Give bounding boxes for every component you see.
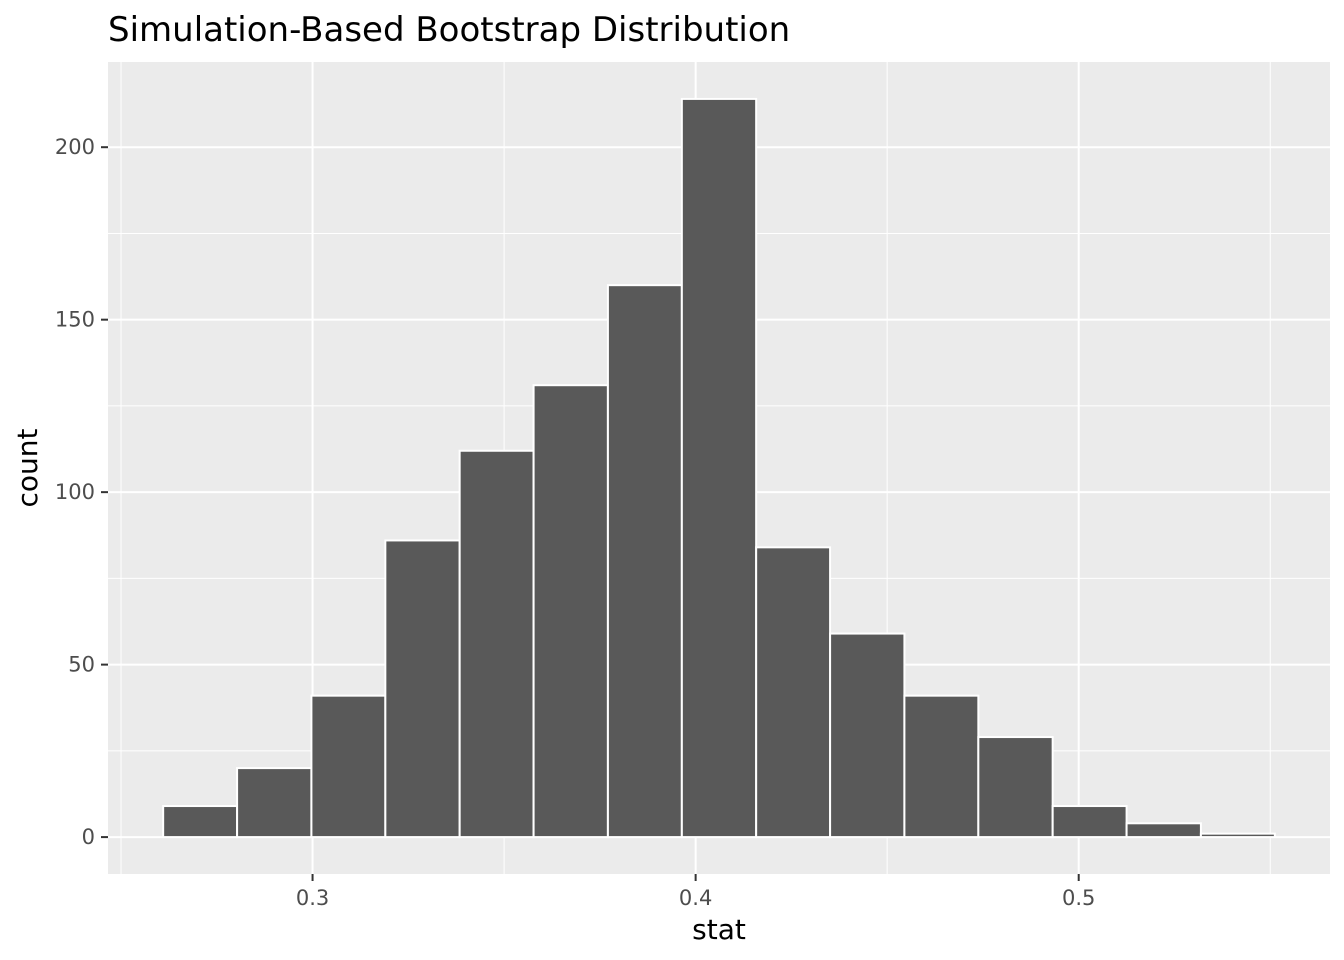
histogram-bar	[532, 384, 609, 839]
x-axis: 0.3 0.4 0.5	[296, 874, 1095, 910]
chart-title: Simulation-Based Bootstrap Distribution	[108, 10, 790, 50]
histogram-bar	[829, 632, 906, 839]
x-axis-title: stat	[692, 913, 746, 946]
histogram-bar	[310, 694, 387, 839]
y-tick-label: 150	[55, 308, 95, 332]
histogram-bar	[1125, 822, 1202, 839]
x-tick-label: 0.5	[1062, 886, 1095, 910]
histogram-bar	[903, 694, 980, 839]
y-tick-label: 0	[82, 825, 95, 849]
histogram-bar	[1051, 805, 1128, 839]
histogram-bar	[236, 767, 313, 839]
histogram-bar	[755, 546, 832, 839]
histogram-bar	[162, 805, 239, 839]
y-tick-label: 100	[55, 480, 95, 504]
y-axis: 0 50 100 150 200	[55, 135, 108, 849]
histogram-bar	[1199, 832, 1276, 839]
x-tick-label: 0.4	[679, 886, 712, 910]
histogram-bar	[458, 449, 535, 839]
x-tick-label: 0.3	[296, 886, 329, 910]
histogram-bar	[680, 97, 758, 839]
y-tick-label: 200	[55, 135, 95, 159]
y-axis-title: count	[11, 428, 44, 507]
histogram-bar	[977, 736, 1054, 839]
y-tick-label: 50	[68, 653, 95, 677]
histogram-bars	[162, 97, 1276, 839]
histogram-bar	[384, 539, 461, 839]
histogram-bar	[606, 284, 683, 839]
